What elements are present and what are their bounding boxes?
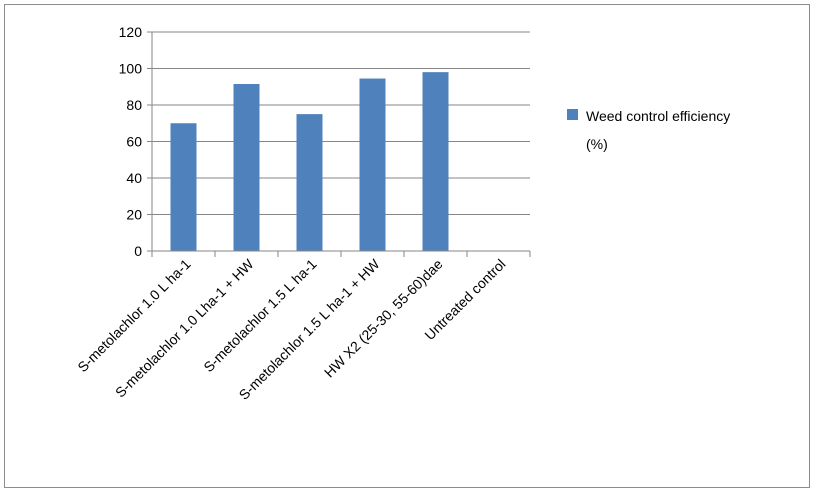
y-tick-label: 120 [119, 24, 143, 40]
bars [170, 72, 449, 252]
chart-frame [4, 4, 810, 488]
legend-label-line2: (%) [586, 136, 608, 152]
legend-label-line1: Weed control efficiency [586, 108, 730, 124]
x-tick-label: HW X2 (25-30, 55-60)dae [321, 256, 446, 381]
y-tick-label: 0 [134, 243, 142, 259]
y-tick-label: 100 [119, 61, 143, 77]
bar [359, 78, 386, 251]
y-tick-label: 40 [126, 170, 142, 186]
legend: Weed control efficiency (%) [567, 108, 730, 152]
bar [170, 123, 197, 251]
y-tick-label: 80 [126, 97, 142, 113]
y-tick-label: 60 [126, 134, 142, 150]
gridlines [152, 31, 530, 215]
y-tick-label: 20 [126, 207, 142, 223]
bar [296, 114, 323, 251]
y-axis-ticks: 0 20 40 60 80 100 120 [119, 24, 143, 259]
axes [147, 31, 531, 257]
bar [422, 72, 449, 252]
bar [233, 84, 260, 251]
x-tick-label: S-metolachlor 1.0 L ha-1 [74, 256, 193, 375]
x-axis-ticks: S-metolachlor 1.0 L ha-1S-metolachlor 1.… [74, 255, 508, 403]
legend-swatch [567, 109, 578, 120]
x-tick-label: S-metolachlor 1.5 L ha-1 [200, 256, 319, 375]
